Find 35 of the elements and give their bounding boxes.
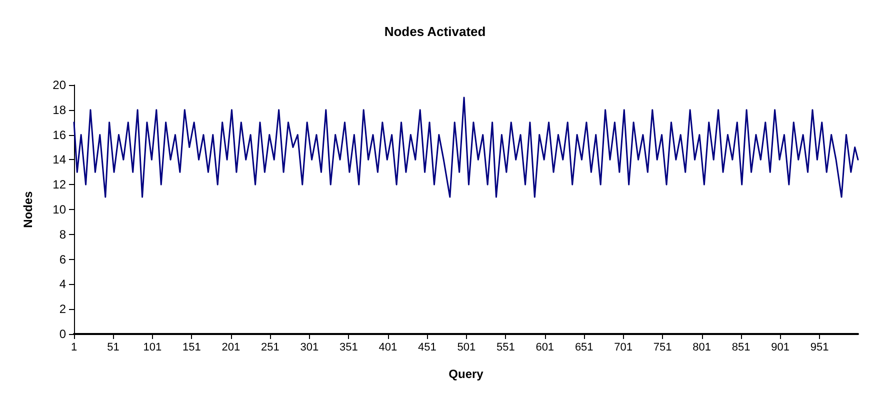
y-tick-label: 6 [59, 252, 66, 266]
chart-title: Nodes Activated [384, 24, 486, 39]
line-series [73, 96, 859, 198]
y-tick-label: 2 [59, 302, 66, 316]
x-tick-label: 51 [107, 342, 120, 354]
y-tick-label: 8 [59, 227, 66, 242]
y-tick-label: 18 [52, 102, 66, 117]
x-tick-label: 851 [732, 342, 750, 354]
x-tick-label: 301 [300, 342, 319, 354]
x-tick-label: 401 [378, 342, 398, 354]
y-tick-label: 14 [52, 152, 66, 167]
y-tick-label: 10 [52, 202, 66, 216]
y-tick-label: 0 [59, 327, 66, 341]
x-tick-label: 551 [496, 342, 515, 354]
x-tick-label: 1 [70, 342, 78, 354]
x-tick-label: 151 [182, 342, 201, 354]
x-tick-label: 701 [614, 342, 633, 354]
x-tick-label: 201 [222, 342, 240, 354]
y-axis-title: Nodes [21, 190, 35, 228]
x-tick-label: 651 [574, 342, 594, 354]
y-tick-label: 20 [52, 78, 66, 92]
y-tick-label: 16 [52, 128, 66, 142]
x-tick-label: 351 [339, 342, 358, 354]
x-tick-label: 751 [653, 342, 672, 354]
x-tick-label: 601 [536, 342, 554, 354]
x-tick-label: 251 [261, 342, 280, 354]
y-tick-label: 4 [59, 277, 66, 292]
x-tick-label: 901 [771, 342, 790, 354]
y-tick-label: 12 [52, 178, 66, 192]
x-tick-label: 951 [810, 342, 829, 354]
x-tick-label: 801 [692, 342, 712, 354]
x-tick-label: 501 [457, 342, 476, 354]
x-tick-label: 451 [418, 342, 436, 354]
x-tick-label: 101 [143, 342, 162, 354]
x-axis-title: Query [448, 367, 484, 381]
